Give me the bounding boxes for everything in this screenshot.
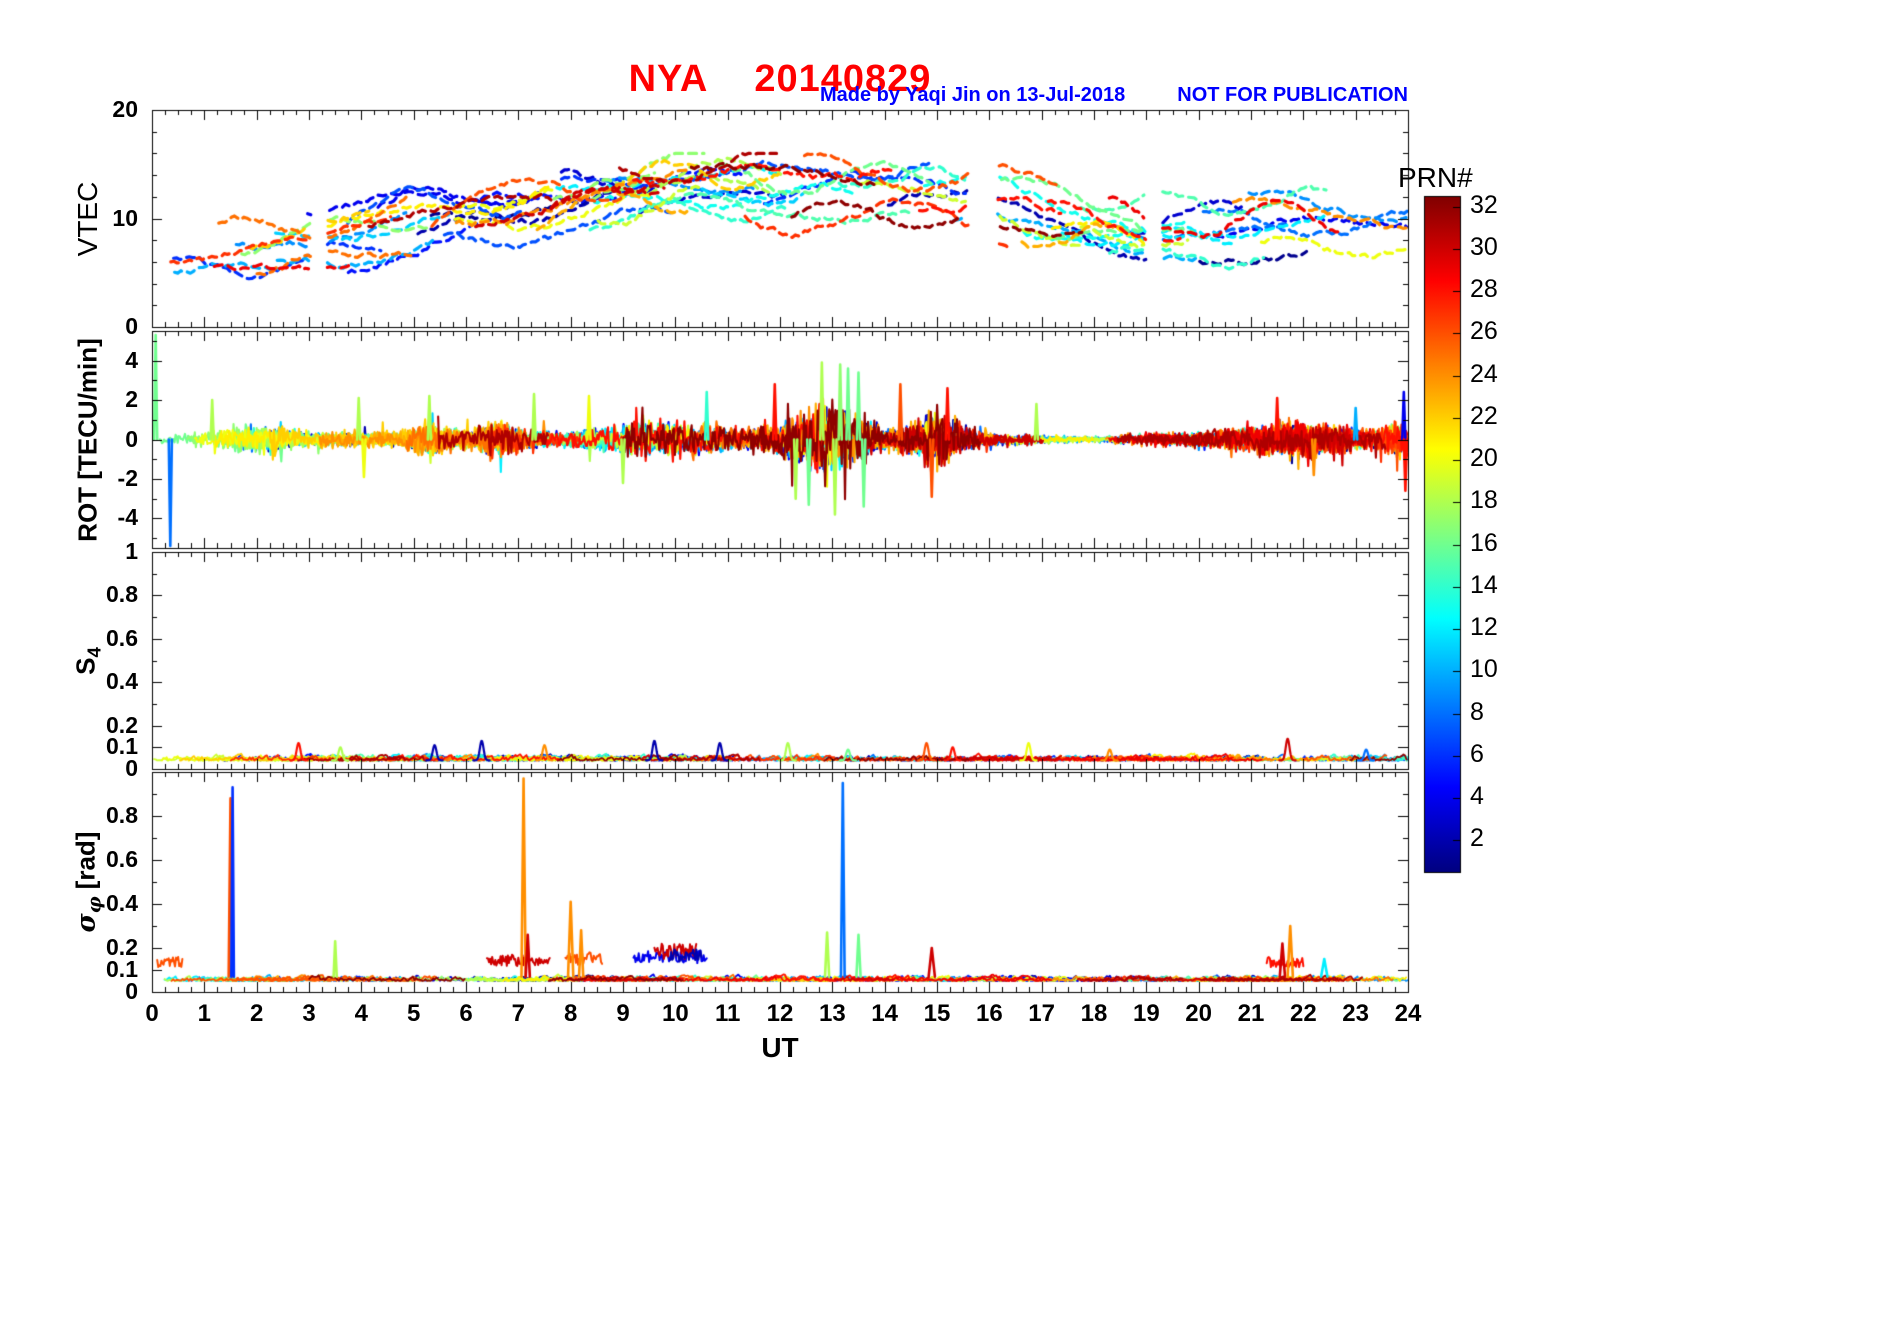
y-axis-label-sigma-phi: σφ [rad] (70, 832, 105, 933)
x-axis-label: UT (761, 1032, 799, 1063)
sigma-units: [rad] (70, 831, 101, 890)
chart-title: NYA 20140829 (152, 58, 1408, 101)
annotation-warning: NOT FOR PUBLICATION (1177, 84, 1408, 106)
y-axis-label-vtec: VTEC (72, 181, 103, 256)
title-station: NYA (628, 58, 709, 100)
y-axis-label-s4: S4 (70, 647, 105, 675)
sigma-symbol: σ (71, 913, 102, 933)
y-axis-label-rot: ROT [TECU/min] (72, 337, 103, 542)
colorbar-label: PRN# (1398, 162, 1473, 193)
s4-subscript: 4 (83, 646, 105, 658)
annotation-credit: Made by Yaqi Jin on 13-Jul-2018 (819, 84, 1126, 106)
title-date: 20140829 (754, 58, 932, 100)
annotation: Made by Yaqi Jin on 13-Jul-2018 NOT FOR P… (820, 84, 1408, 107)
phi-subscript: φ (83, 896, 106, 914)
s4-symbol: S (70, 657, 101, 675)
